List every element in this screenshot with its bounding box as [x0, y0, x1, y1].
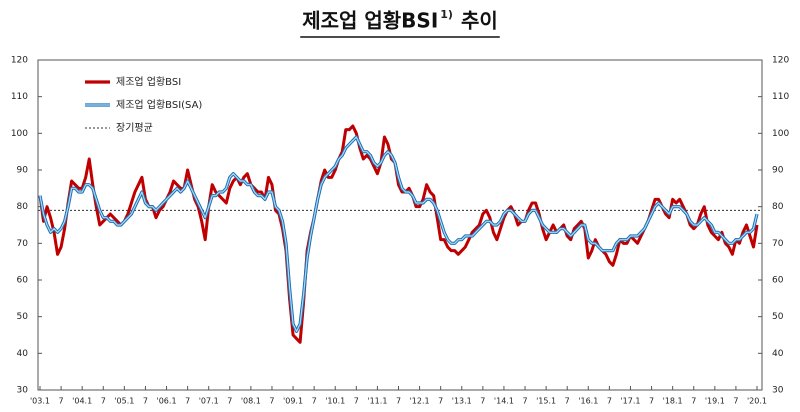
y2-tick-label: 60 [772, 276, 784, 286]
legend-label: 장기평균 [116, 122, 153, 134]
x-tick-label: 7 [607, 397, 612, 406]
y-tick-label: 70 [17, 239, 29, 249]
y2-tick-label: 40 [772, 349, 784, 359]
x-tick-label: 7 [480, 397, 485, 406]
y-tick-label: 110 [11, 92, 28, 102]
x-tick-label: '19.1 [705, 397, 725, 406]
y-tick-label: 40 [17, 349, 29, 359]
y-tick-label: 60 [17, 276, 29, 286]
x-tick-label: '10.1 [325, 397, 345, 406]
x-tick-label: '14.1 [494, 397, 514, 406]
y-tick-label: 30 [17, 386, 29, 396]
y2-tick-label: 70 [772, 239, 784, 249]
y-tick-label: 120 [11, 56, 28, 66]
y-tick-label: 80 [17, 202, 29, 212]
x-tick-label: '05.1 [114, 397, 134, 406]
x-tick-label: '09.1 [283, 397, 303, 406]
y2-tick-label: 50 [772, 312, 784, 322]
y2-tick-label: 110 [772, 92, 789, 102]
plot-frame [37, 59, 763, 391]
y2-tick-label: 100 [772, 129, 789, 139]
x-tick-label: 7 [59, 397, 64, 406]
x-tick-label: '06.1 [157, 397, 177, 406]
x-tick-label: '11.1 [367, 397, 387, 406]
x-tick-label: 7 [565, 397, 570, 406]
x-tick-label: '17.1 [620, 397, 640, 406]
x-tick-label: 7 [733, 397, 738, 406]
x-tick-label: 7 [101, 397, 106, 406]
x-tick-label: 7 [396, 397, 401, 406]
y-tick-label: 90 [17, 166, 29, 176]
x-tick-label: 7 [522, 397, 527, 406]
legend-label: 제조업 업황BSI(SA) [116, 98, 202, 111]
x-tick-label: '12.1 [410, 397, 430, 406]
x-tick-label: '07.1 [199, 397, 219, 406]
title-note: 1) [440, 8, 453, 21]
x-tick-label: '15.1 [536, 397, 556, 406]
y-tick-label: 100 [11, 129, 28, 139]
x-tick-label: '04.1 [72, 397, 92, 406]
x-tick-label: 7 [227, 397, 232, 406]
x-tick-label: '18.1 [663, 397, 683, 406]
x-tick-label: 7 [354, 397, 359, 406]
x-tick-label: '20.1 [747, 397, 767, 406]
x-tick-label: 7 [649, 397, 654, 406]
x-tick-label: 7 [312, 397, 317, 406]
chart-title: 제조업 업황BSI [302, 9, 438, 33]
x-tick-label: '08.1 [241, 397, 261, 406]
x-tick-label: '13.1 [452, 397, 472, 406]
x-tick-label: 7 [185, 397, 190, 406]
legend-label: 제조업 업황BSI [116, 75, 181, 88]
y2-tick-label: 30 [772, 386, 784, 396]
x-tick-label: '03.1 [30, 397, 50, 406]
y2-tick-label: 120 [772, 56, 789, 66]
title-suffix: 추이 [461, 9, 498, 33]
x-tick-label: '16.1 [578, 397, 598, 406]
series-line-inner [39, 136, 758, 332]
y2-tick-label: 80 [772, 202, 784, 212]
x-tick-label: 7 [143, 397, 148, 406]
x-tick-label: 7 [691, 397, 696, 406]
series-line [38, 135, 759, 333]
y2-tick-label: 90 [772, 166, 784, 176]
x-tick-label: 7 [269, 397, 274, 406]
series-line [38, 124, 759, 344]
x-tick-label: 7 [438, 397, 443, 406]
y-tick-label: 50 [17, 312, 29, 322]
